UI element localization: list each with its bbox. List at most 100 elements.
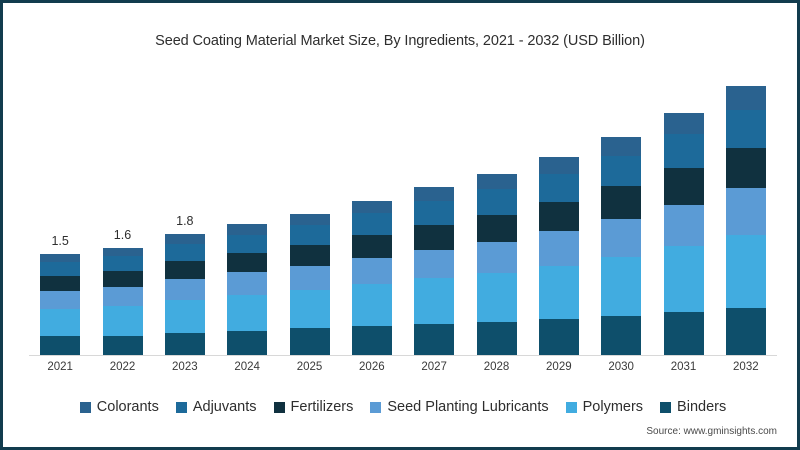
bar-segment-fertilizers[interactable]	[164, 261, 205, 280]
legend-swatch-icon	[175, 401, 187, 413]
bar-segment-binders[interactable]	[164, 332, 205, 355]
bar-segment-polymers[interactable]	[538, 265, 579, 320]
bar-segment-colorants[interactable]	[414, 187, 455, 202]
bar-segment-adjuvants[interactable]	[40, 262, 81, 277]
bar-segment-polymers[interactable]	[663, 246, 704, 313]
bar-group	[476, 73, 517, 355]
bar-segment-seed-planting-lubricants[interactable]	[289, 265, 330, 290]
bar-segment-colorants[interactable]	[476, 173, 517, 190]
bar-segment-binders[interactable]	[414, 324, 455, 355]
legend-item-seed-planting-lubricants[interactable]: Seed Planting Lubricants	[370, 399, 549, 415]
bar-segment-fertilizers[interactable]	[102, 271, 143, 288]
stacked-bar[interactable]	[40, 254, 81, 355]
bar-segment-polymers[interactable]	[414, 278, 455, 325]
legend-label: Seed Planting Lubricants	[387, 399, 549, 415]
bar-segment-fertilizers[interactable]	[289, 244, 330, 266]
stacked-bar[interactable]	[351, 200, 392, 355]
bar-segment-binders[interactable]	[663, 312, 704, 355]
bar-segment-colorants[interactable]	[351, 200, 392, 214]
bar-segment-binders[interactable]	[476, 322, 517, 355]
source-attribution: Source: www.gminsights.com	[646, 426, 777, 437]
bar-segment-binders[interactable]	[40, 336, 81, 355]
bar-segment-polymers[interactable]	[476, 273, 517, 323]
bar-segment-seed-planting-lubricants[interactable]	[725, 188, 766, 235]
bar-segment-fertilizers[interactable]	[476, 214, 517, 242]
bar-segment-colorants[interactable]	[725, 86, 766, 110]
bar-group	[351, 73, 392, 355]
bar-segment-seed-planting-lubricants[interactable]	[227, 272, 268, 296]
bar-segment-fertilizers[interactable]	[227, 252, 268, 273]
bar-segment-fertilizers[interactable]	[601, 186, 642, 220]
bar-segment-adjuvants[interactable]	[663, 134, 704, 169]
legend-item-fertilizers[interactable]: Fertilizers	[273, 399, 353, 415]
bar-segment-polymers[interactable]	[40, 308, 81, 337]
bar-segment-polymers[interactable]	[102, 305, 143, 336]
bar-segment-fertilizers[interactable]	[40, 276, 81, 292]
bar-group	[227, 73, 268, 355]
bar-segment-colorants[interactable]	[227, 224, 268, 235]
bar-segment-seed-planting-lubricants[interactable]	[663, 204, 704, 247]
stacked-bar[interactable]	[476, 173, 517, 355]
bar-segment-binders[interactable]	[289, 328, 330, 355]
stacked-bar[interactable]	[164, 234, 205, 355]
x-axis-tick-2026: 2026	[359, 361, 385, 373]
bar-segment-binders[interactable]	[102, 335, 143, 355]
stacked-bar[interactable]	[102, 247, 143, 355]
stacked-bar[interactable]	[289, 214, 330, 355]
bar-segment-colorants[interactable]	[164, 234, 205, 245]
legend-item-binders[interactable]: Binders	[660, 399, 726, 415]
bar-segment-adjuvants[interactable]	[227, 234, 268, 253]
stacked-bar[interactable]	[538, 156, 579, 355]
bar-segment-colorants[interactable]	[538, 156, 579, 174]
bar-segment-polymers[interactable]	[164, 299, 205, 333]
bar-segment-seed-planting-lubricants[interactable]	[538, 231, 579, 266]
bar-segment-adjuvants[interactable]	[601, 155, 642, 187]
bar-segment-fertilizers[interactable]	[414, 224, 455, 250]
bar-segment-polymers[interactable]	[227, 295, 268, 331]
bar-segment-colorants[interactable]	[40, 254, 81, 263]
bar-segment-binders[interactable]	[227, 330, 268, 355]
bar-segment-adjuvants[interactable]	[289, 225, 330, 245]
bar-segment-polymers[interactable]	[725, 234, 766, 308]
stacked-bar[interactable]	[663, 113, 704, 355]
stacked-bar[interactable]	[725, 86, 766, 355]
bar-segment-adjuvants[interactable]	[164, 244, 205, 261]
legend-item-colorants[interactable]: Colorants	[79, 399, 159, 415]
bar-segment-fertilizers[interactable]	[351, 234, 392, 258]
bar-segment-seed-planting-lubricants[interactable]	[164, 279, 205, 300]
stacked-bar[interactable]	[227, 224, 268, 355]
bar-segment-colorants[interactable]	[102, 247, 143, 257]
bar-segment-colorants[interactable]	[663, 113, 704, 135]
bar-segment-seed-planting-lubricants[interactable]	[601, 219, 642, 257]
bar-segment-binders[interactable]	[725, 307, 766, 355]
bar-segment-adjuvants[interactable]	[414, 201, 455, 225]
bar-segment-polymers[interactable]	[351, 284, 392, 327]
legend-item-polymers[interactable]: Polymers	[565, 399, 643, 415]
bar-segment-polymers[interactable]	[289, 289, 330, 329]
legend-item-adjuvants[interactable]: Adjuvants	[175, 399, 257, 415]
bar-segment-colorants[interactable]	[289, 214, 330, 226]
bar-segment-adjuvants[interactable]	[102, 256, 143, 272]
bar-segment-adjuvants[interactable]	[476, 189, 517, 215]
bar-segment-fertilizers[interactable]	[538, 201, 579, 232]
bar-segment-seed-planting-lubricants[interactable]	[476, 241, 517, 274]
bar-segment-fertilizers[interactable]	[663, 168, 704, 205]
bar-segment-fertilizers[interactable]	[725, 148, 766, 189]
bar-group	[414, 73, 455, 355]
bar-segment-seed-planting-lubricants[interactable]	[351, 257, 392, 285]
stacked-bar[interactable]	[601, 136, 642, 355]
bar-segment-binders[interactable]	[351, 326, 392, 355]
bar-segment-seed-planting-lubricants[interactable]	[102, 287, 143, 306]
bar-segment-polymers[interactable]	[601, 256, 642, 317]
bar-segment-adjuvants[interactable]	[538, 173, 579, 202]
bar-group: 1.5	[40, 73, 81, 355]
bar-segment-seed-planting-lubricants[interactable]	[414, 249, 455, 279]
bar-segment-binders[interactable]	[538, 319, 579, 355]
bar-segment-seed-planting-lubricants[interactable]	[40, 291, 81, 309]
bar-segment-binders[interactable]	[601, 316, 642, 355]
bar-segment-adjuvants[interactable]	[351, 213, 392, 235]
stacked-bar[interactable]	[414, 187, 455, 355]
bar-segment-adjuvants[interactable]	[725, 109, 766, 149]
bar-group: 1.6	[102, 73, 143, 355]
bar-segment-colorants[interactable]	[601, 136, 642, 156]
